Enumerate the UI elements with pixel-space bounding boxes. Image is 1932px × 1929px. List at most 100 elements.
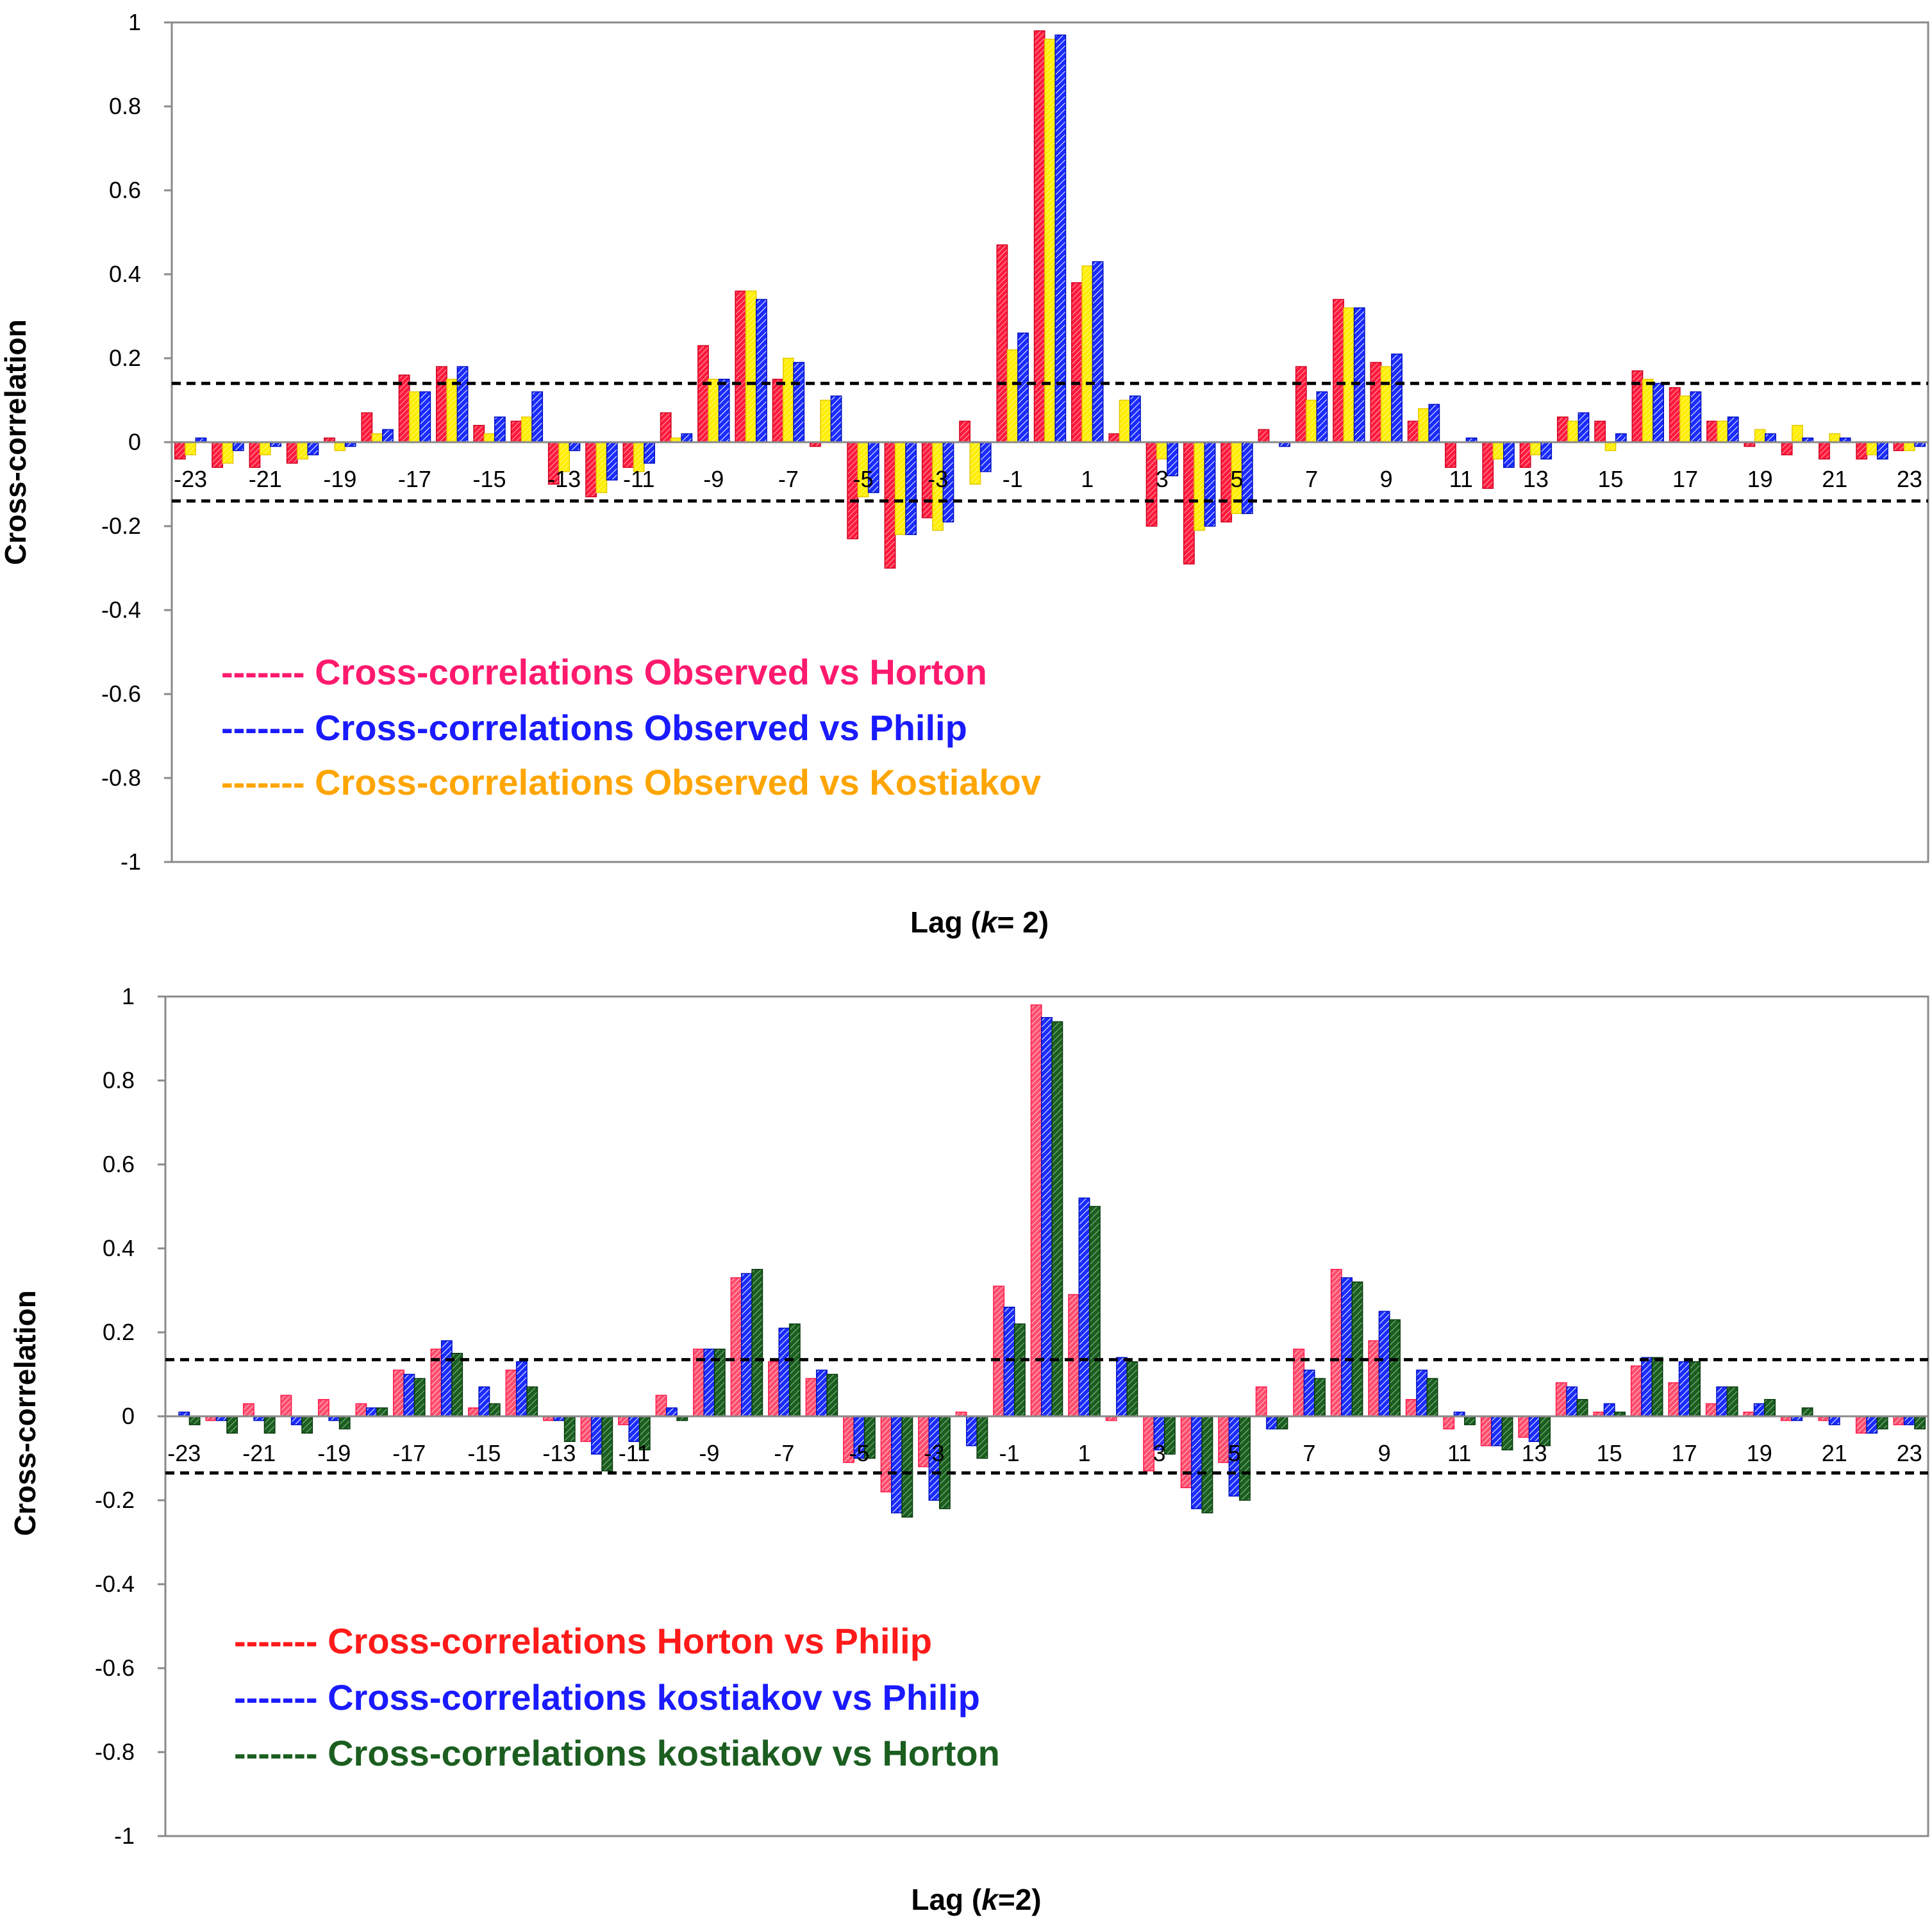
x-tick-label: 1 [1081, 466, 1094, 492]
bar-kostiakov-vs-horton-lag--8 [751, 1269, 763, 1417]
bar-kostiakov-vs-horton-lag-17 [1689, 1361, 1701, 1417]
bar-observed-vs-philip-lag--6 [830, 395, 842, 443]
bar-kostiakov-vs-horton-lag--14 [526, 1386, 538, 1417]
x-tick-label: -15 [467, 1440, 501, 1466]
bar-observed-vs-kostiakov-lag-23 [1903, 442, 1915, 451]
y-axis-title: Cross-correlation [8, 1290, 42, 1536]
bar-observed-vs-philip-lag--16 [456, 366, 469, 443]
legend-entry: ------- Cross-correlations kostiakov vs … [234, 1677, 980, 1718]
legend-entry: ------- Cross-correlations kostiakov vs … [234, 1733, 1000, 1773]
bar-horton-vs-philip-lag-13 [1518, 1416, 1530, 1438]
y-tick-label: -0.4 [101, 597, 141, 623]
bar-horton-vs-philip-lag--8 [730, 1277, 742, 1417]
bar-horton-vs-philip-lag-4 [1180, 1416, 1192, 1489]
x-tick-label: -11 [619, 1440, 650, 1466]
bar-horton-vs-philip-lag--14 [505, 1370, 517, 1417]
bar-kostiakov-vs-horton-lag--7 [788, 1323, 801, 1417]
bar-observed-vs-kostiakov-lag--19 [334, 442, 346, 451]
bar-horton-vs-philip-lag-17 [1668, 1382, 1680, 1417]
bar-observed-vs-philip-lag-10 [1428, 404, 1440, 443]
bar-observed-vs-horton-lag--9 [697, 345, 709, 443]
bar-observed-vs-horton-lag--14 [510, 420, 522, 443]
y-tick-label: 0.2 [103, 1319, 135, 1345]
bar-kostiakov-vs-horton-lag-20 [1801, 1407, 1813, 1417]
bar-kostiakov-vs-philip-lag-21 [1828, 1416, 1840, 1425]
bar-observed-vs-kostiakov-lag--23 [185, 442, 197, 456]
x-tick-label: 1 [1078, 1440, 1090, 1466]
bar-observed-vs-horton-lag--4 [884, 442, 896, 569]
bar-kostiakov-vs-philip-lag--15 [478, 1386, 490, 1417]
bar-observed-vs-philip-lag-9 [1391, 353, 1403, 443]
bar-observed-vs-philip-lag--13 [569, 442, 581, 451]
bar-observed-vs-horton-lag--22 [212, 442, 224, 468]
x-tick-label: 21 [1822, 466, 1847, 492]
bar-observed-vs-philip-lag-4 [1204, 442, 1216, 527]
bar-kostiakov-vs-philip-lag-13 [1528, 1416, 1540, 1443]
x-tick-label: -19 [317, 1440, 351, 1466]
bar-kostiakov-vs-philip-lag-8 [1341, 1277, 1353, 1417]
x-tick-label: 3 [1156, 466, 1169, 492]
bar-kostiakov-vs-horton-lag-8 [1351, 1281, 1363, 1417]
bar-kostiakov-vs-horton-lag-10 [1426, 1378, 1438, 1417]
bar-observed-vs-horton-lag-20 [1781, 442, 1793, 456]
bar-observed-vs-kostiakov-lag-12 [1492, 442, 1504, 459]
bar-kostiakov-vs-horton-lag-4 [1201, 1416, 1213, 1514]
bar-observed-vs-kostiakov-lag-0 [1044, 38, 1056, 443]
bar-observed-vs-philip-lag-2 [1129, 395, 1141, 443]
bar-kostiakov-vs-philip-lag--14 [515, 1361, 528, 1417]
x-tick-label: 23 [1897, 1440, 1922, 1466]
bar-observed-vs-philip-lag-8 [1353, 307, 1365, 443]
bar-observed-vs-kostiakov-lag--17 [409, 391, 421, 443]
bar-kostiakov-vs-philip-lag--7 [778, 1327, 790, 1417]
bar-kostiakov-vs-horton-lag-23 [1914, 1416, 1926, 1430]
bar-observed-vs-philip-lag-15 [1615, 433, 1627, 443]
bar-kostiakov-vs-philip-lag-0 [1041, 1017, 1053, 1417]
bar-kostiakov-vs-horton-lag-1 [1088, 1205, 1101, 1417]
y-tick-label: -0.6 [95, 1655, 135, 1681]
bar-observed-vs-horton-lag--18 [361, 412, 373, 443]
bar-observed-vs-horton-lag--7 [772, 379, 784, 443]
bar-observed-vs-philip-lag--8 [756, 299, 767, 443]
bar-observed-vs-kostiakov-lag--14 [520, 416, 533, 443]
bar-kostiakov-vs-philip-lag--4 [891, 1416, 903, 1514]
bar-kostiakov-vs-horton-lag--19 [338, 1416, 351, 1430]
x-tick-label: -7 [778, 466, 799, 492]
bar-observed-vs-kostiakov-lag-2 [1119, 399, 1131, 443]
bar-horton-vs-philip-lag--19 [317, 1399, 329, 1417]
bar-observed-vs-horton-lag-13 [1519, 442, 1531, 468]
bar-observed-vs-horton-lag-21 [1819, 442, 1830, 459]
x-tick-label: -13 [547, 466, 581, 492]
bar-horton-vs-philip-lag-12 [1480, 1416, 1492, 1446]
bar-kostiakov-vs-horton-lag-0 [1051, 1021, 1063, 1417]
bar-kostiakov-vs-philip-lag--2 [966, 1416, 978, 1446]
x-tick-label: -17 [398, 466, 431, 492]
bar-observed-vs-kostiakov-lag-22 [1866, 442, 1878, 456]
bar-kostiakov-vs-philip-lag-15 [1603, 1403, 1615, 1417]
bar-kostiakov-vs-horton-lag-3 [1163, 1416, 1176, 1455]
bar-kostiakov-vs-philip-lag-7 [1303, 1370, 1315, 1417]
bar-observed-vs-kostiakov-lag-13 [1529, 442, 1542, 456]
bar-observed-vs-philip-lag--10 [681, 433, 693, 443]
bar-horton-vs-philip-lag--18 [355, 1403, 367, 1417]
bar-kostiakov-vs-horton-lag-6 [1276, 1416, 1288, 1430]
y-tick-label: -0.2 [101, 513, 141, 539]
bar-kostiakov-vs-horton-lag--20 [301, 1416, 313, 1434]
x-tick-label: -21 [242, 1440, 276, 1466]
bar-observed-vs-horton-lag-4 [1183, 442, 1195, 565]
bar-observed-vs-philip-lag-5 [1241, 442, 1253, 515]
x-axis-title: Lag (k=2) [911, 1883, 1041, 1916]
y-tick-label: -0.8 [95, 1739, 135, 1765]
bar-kostiakov-vs-horton-lag-7 [1314, 1378, 1326, 1417]
bar-observed-vs-philip-lag--9 [718, 379, 730, 443]
x-tick-label: -23 [167, 1440, 201, 1466]
bar-kostiakov-vs-horton-lag--23 [188, 1416, 201, 1425]
x-tick-label: 19 [1747, 466, 1773, 492]
bar-horton-vs-philip-lag-10 [1405, 1399, 1417, 1417]
bar-kostiakov-vs-philip-lag-6 [1266, 1416, 1278, 1430]
bar-kostiakov-vs-philip-lag-17 [1678, 1361, 1690, 1417]
bar-kostiakov-vs-philip-lag--8 [740, 1273, 753, 1417]
x-tick-label: 7 [1303, 1440, 1316, 1466]
legend-entry: ------- Cross-correlations Observed vs P… [221, 708, 967, 748]
x-tick-label: 7 [1305, 466, 1318, 492]
